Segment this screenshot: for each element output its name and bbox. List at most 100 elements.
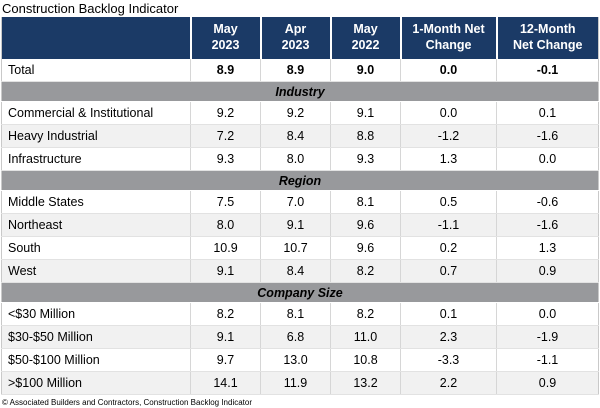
cell-value: -1.6 — [496, 213, 599, 237]
cell-value: 13.2 — [330, 371, 401, 395]
cell-value: 9.1 — [330, 101, 401, 125]
table-row-total: Total 8.9 8.9 9.0 0.0 -0.1 — [1, 59, 599, 82]
row-label: South — [1, 236, 191, 260]
row-label: Infrastructure — [1, 147, 191, 171]
header-row: May 2023 Apr 2023 May 2022 1-Month Net C… — [1, 17, 599, 59]
row-label: Commercial & Institutional — [1, 101, 191, 125]
cell-value: 8.2 — [330, 302, 401, 326]
cell-value: 9.6 — [330, 236, 401, 260]
cell-value: 0.1 — [496, 101, 599, 125]
column-header-may-2023: May 2023 — [189, 17, 261, 59]
table-row-over-100-million: >$100 Million 14.1 11.9 13.2 2.2 0.9 — [1, 371, 599, 395]
cell-value: 7.5 — [190, 190, 261, 214]
row-label: West — [1, 259, 191, 283]
section-header: Region — [1, 170, 599, 191]
table-row-commercial-institutional: Commercial & Institutional 9.2 9.2 9.1 0… — [1, 101, 599, 125]
cell-value: 0.0 — [496, 302, 599, 326]
cell-value: -1.2 — [400, 124, 497, 148]
cell-value: 9.2 — [260, 101, 331, 125]
section-header: Industry — [1, 81, 599, 102]
cell-value: -1.1 — [400, 213, 497, 237]
column-header-12-month-net-change: 12-Month Net Change — [495, 17, 599, 59]
cell-value: -1.9 — [496, 325, 599, 349]
cell-value: 7.2 — [190, 124, 261, 148]
cell-value: 0.5 — [400, 190, 497, 214]
row-label: $50-$100 Million — [1, 348, 191, 372]
cell-value: 8.1 — [330, 190, 401, 214]
column-header-1-month-net-change: 1-Month Net Change — [399, 17, 497, 59]
column-header-text: 12-Month — [519, 22, 576, 37]
cell-value: 0.7 — [400, 259, 497, 283]
cell-value: 11.9 — [260, 371, 331, 395]
table-row-under-30-million: <$30 Million 8.2 8.1 8.2 0.1 0.0 — [1, 302, 599, 326]
cell-value: -3.3 — [400, 348, 497, 372]
cell-value: -1.6 — [496, 124, 599, 148]
cell-value: 9.7 — [190, 348, 261, 372]
table-row-south: South 10.9 10.7 9.6 0.2 1.3 — [1, 236, 599, 260]
cell-value: 14.1 — [190, 371, 261, 395]
cell-value: 6.8 — [260, 325, 331, 349]
cell-value: 8.4 — [260, 124, 331, 148]
cell-value: 10.8 — [330, 348, 401, 372]
table-row-heavy-industrial: Heavy Industrial 7.2 8.4 8.8 -1.2 -1.6 — [1, 124, 599, 148]
table-row-west: West 9.1 8.4 8.2 0.7 0.9 — [1, 259, 599, 283]
cell-value: 9.2 — [190, 101, 261, 125]
cell-value: 8.9 — [190, 59, 261, 82]
cell-value: 8.8 — [330, 124, 401, 148]
section-row-company-size: Company Size — [1, 282, 599, 303]
table-body: Total 8.9 8.9 9.0 0.0 -0.1 Industry Comm… — [1, 59, 599, 395]
row-label: <$30 Million — [1, 302, 191, 326]
column-header-text: 2023 — [281, 38, 310, 52]
cell-value: 2.2 — [400, 371, 497, 395]
cell-value: -0.6 — [496, 190, 599, 214]
cell-value: 9.1 — [190, 259, 261, 283]
cell-value: 9.1 — [260, 213, 331, 237]
cell-value: 9.3 — [330, 147, 401, 171]
table-title: Construction Backlog Indicator — [2, 1, 179, 16]
table-row-50-100-million: $50-$100 Million 9.7 13.0 10.8 -3.3 -1.1 — [1, 348, 599, 372]
column-header-text: May — [353, 22, 378, 37]
cell-value: 8.4 — [260, 259, 331, 283]
cell-value: 1.3 — [400, 147, 497, 171]
section-header: Company Size — [1, 282, 599, 303]
source-attribution: © Associated Builders and Contractors, C… — [2, 398, 253, 407]
backlog-table: May 2023 Apr 2023 May 2022 1-Month Net C… — [1, 17, 599, 395]
row-label: >$100 Million — [1, 371, 191, 395]
cell-value: 9.6 — [330, 213, 401, 237]
cell-value: 8.2 — [190, 302, 261, 326]
column-header-may-2022: May 2022 — [329, 17, 401, 59]
cell-value: 8.9 — [260, 59, 331, 82]
column-header-text: Change — [425, 38, 472, 52]
cell-value: 8.2 — [330, 259, 401, 283]
cell-value: 10.7 — [260, 236, 331, 260]
cell-value: 0.1 — [400, 302, 497, 326]
column-header-text: May — [213, 22, 238, 37]
table-row-northeast: Northeast 8.0 9.1 9.6 -1.1 -1.6 — [1, 213, 599, 237]
section-row-industry: Industry — [1, 81, 599, 102]
column-header-apr-2023: Apr 2023 — [259, 17, 331, 59]
cell-value: 0.0 — [400, 101, 497, 125]
cell-value: 8.0 — [190, 213, 261, 237]
cell-value: 0.9 — [496, 371, 599, 395]
cell-value: 9.0 — [330, 59, 401, 82]
column-header-text: Apr — [284, 22, 307, 37]
cell-value: -1.1 — [496, 348, 599, 372]
table-row-infrastructure: Infrastructure 9.3 8.0 9.3 1.3 0.0 — [1, 147, 599, 171]
cell-value: 7.0 — [260, 190, 331, 214]
column-header-text: 2023 — [211, 38, 240, 52]
column-header-text: Net Change — [513, 38, 583, 52]
row-label: Total — [1, 59, 191, 82]
cell-value: 1.3 — [496, 236, 599, 260]
cell-value: 9.1 — [190, 325, 261, 349]
cell-value: -0.1 — [496, 59, 599, 82]
cell-value: 13.0 — [260, 348, 331, 372]
cell-value: 0.2 — [400, 236, 497, 260]
row-label: Middle States — [1, 190, 191, 214]
row-label: Northeast — [1, 213, 191, 237]
table-row-middle-states: Middle States 7.5 7.0 8.1 0.5 -0.6 — [1, 190, 599, 214]
column-header-text: 1-Month Net — [412, 22, 485, 37]
table-row-30-50-million: $30-$50 Million 9.1 6.8 11.0 2.3 -1.9 — [1, 325, 599, 349]
cell-value: 0.9 — [496, 259, 599, 283]
cell-value: 8.1 — [260, 302, 331, 326]
